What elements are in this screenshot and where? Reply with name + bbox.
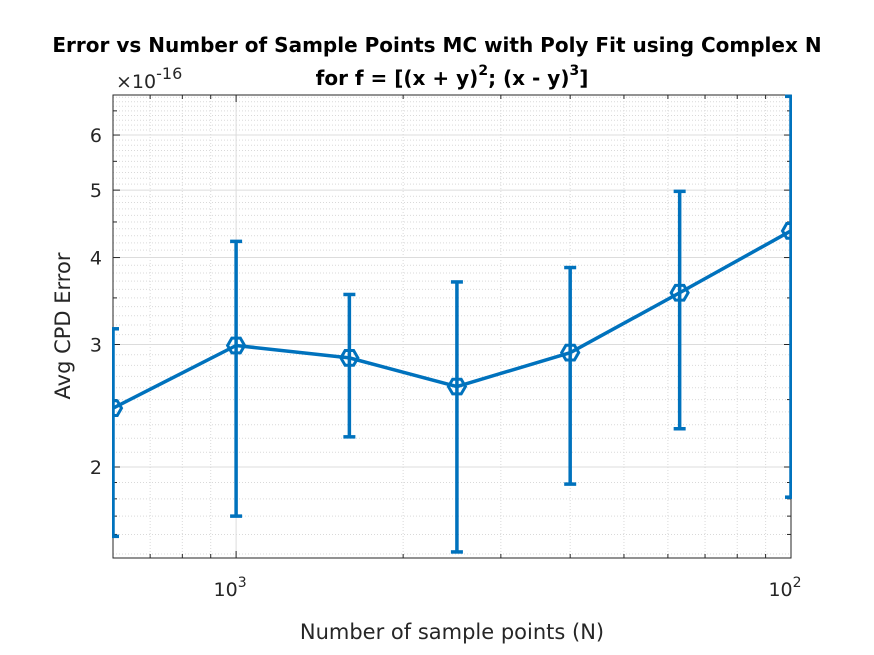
y-multiplier-exponent: -16 bbox=[156, 64, 182, 83]
data-point-marker bbox=[225, 336, 247, 355]
series-line bbox=[112, 229, 792, 410]
title-prefix: for f = [(x + y) bbox=[316, 66, 479, 90]
chart-title-line1: Error vs Number of Sample Points MC with… bbox=[52, 33, 821, 57]
data-point-marker bbox=[669, 283, 690, 302]
y-tick-label: 2 bbox=[90, 457, 102, 479]
y-tick-label: 6 bbox=[90, 125, 102, 147]
series-layer bbox=[112, 94, 792, 554]
y-multiplier-base: ×10 bbox=[116, 71, 156, 93]
x-axis-label: Number of sample points (N) bbox=[300, 620, 604, 644]
x-tick-label: 102 bbox=[768, 575, 801, 601]
title-suffix: ] bbox=[579, 66, 588, 90]
data-point-marker bbox=[559, 343, 581, 362]
y-axis-multiplier: ×10-16 bbox=[116, 64, 182, 93]
y-tick-label: 5 bbox=[90, 180, 102, 202]
x-tick-label: 103 bbox=[214, 575, 247, 601]
title-superscript-1: 2 bbox=[478, 63, 488, 79]
title-middle: ; (x - y) bbox=[488, 66, 569, 90]
y-tick-label: 4 bbox=[90, 248, 102, 270]
title-superscript-2: 3 bbox=[569, 63, 579, 79]
data-point-marker bbox=[112, 399, 124, 418]
plot-area bbox=[113, 95, 791, 558]
data-point-marker bbox=[339, 349, 360, 367]
y-tick-label: 3 bbox=[90, 334, 102, 356]
y-axis-label: Avg CPD Error bbox=[51, 252, 75, 399]
y-tick-labels: 2 3 4 5 6 bbox=[90, 125, 102, 479]
data-point-marker bbox=[780, 221, 792, 240]
x-tick-labels: 103 102 bbox=[214, 575, 802, 601]
data-point-marker bbox=[446, 377, 468, 396]
chart-title-line2: for f = [(x + y)2; (x - y)3] bbox=[316, 63, 589, 90]
series-group bbox=[112, 94, 792, 554]
